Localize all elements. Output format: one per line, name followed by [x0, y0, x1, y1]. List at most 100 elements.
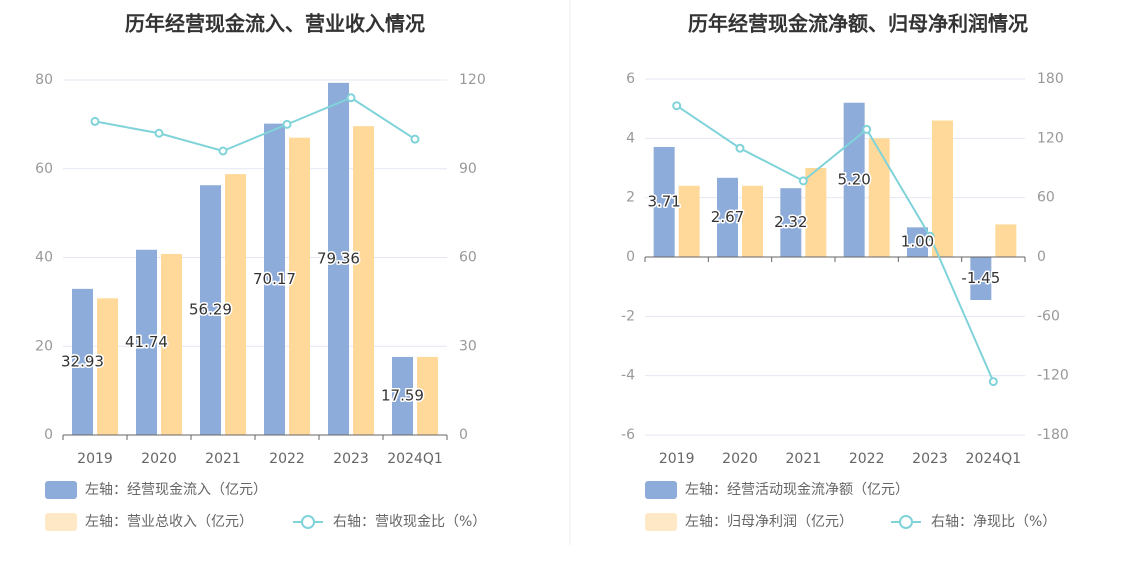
left-axis-tick-label: -6	[621, 427, 635, 443]
bar-data-label: 3.71	[647, 192, 680, 210]
legend-label: 左轴：归母净利润（亿元）	[685, 513, 853, 530]
left-axis-tick-label: 60	[35, 161, 53, 177]
legend-line-marker	[899, 515, 913, 529]
bar-cash-inflow	[392, 356, 413, 435]
bar-net-profit	[868, 138, 890, 257]
right-axis-tick-label: 0	[1037, 249, 1046, 265]
bar-data-label: 1.00	[901, 233, 934, 251]
right-axis-tick-label: 120	[459, 72, 486, 88]
bar-revenue	[225, 174, 246, 435]
right-axis-tick-label: -60	[1037, 308, 1060, 324]
x-axis-tick-label: 2022	[269, 451, 305, 467]
ratio-point	[218, 146, 228, 156]
ratio-point	[672, 101, 682, 111]
x-axis-tick-label: 2019	[659, 451, 695, 467]
legend-bar-swatch	[645, 513, 677, 531]
ratio-point	[925, 231, 935, 241]
left-axis-tick-label: 0	[626, 249, 635, 265]
right-axis-tick-label: 60	[1037, 190, 1055, 206]
bar-revenue	[161, 253, 182, 435]
bar-revenue	[97, 298, 118, 435]
left-axis-tick-label: 40	[35, 250, 53, 266]
chart-title: 历年经营现金流净额、归母净利润情况	[688, 12, 1028, 36]
left-axis-tick-label: 2	[626, 190, 635, 206]
right-axis-tick-label: -180	[1037, 427, 1069, 443]
ratio-point	[154, 128, 164, 138]
legend-bar-swatch	[45, 513, 77, 531]
ratio-point	[735, 143, 745, 153]
legend-label: 左轴：营业总收入（亿元）	[85, 514, 253, 530]
left-axis-tick-label: 4	[626, 130, 635, 146]
bar-data-label: 79.36	[317, 249, 360, 267]
bar-data-label: 32.93	[61, 352, 104, 370]
bar-data-label: -1.45	[961, 269, 1000, 287]
legend-bar-swatch	[45, 481, 77, 499]
bar-revenue	[353, 126, 374, 436]
bar-data-label: 17.59	[381, 386, 424, 404]
bar-net-profit	[805, 168, 827, 257]
chart-panel-1: 历年经营现金流入、营业收入情况 0 0 20 30 40 60 60 90 80 120 2019 20…	[35, 12, 486, 531]
x-axis-tick-label: 2021	[786, 451, 822, 467]
x-axis-tick-label: 2021	[205, 451, 241, 467]
left-axis-tick-label: 0	[44, 427, 53, 443]
right-axis-tick-label: 60	[459, 250, 477, 266]
x-axis-tick-label: 2023	[912, 451, 948, 467]
bar-net-cash-flow	[653, 146, 675, 257]
right-axis-tick-label: 180	[1037, 71, 1064, 87]
legend-bar-swatch	[645, 481, 677, 499]
ratio-line	[676, 104, 995, 382]
legend-label: 右轴：净现比（%）	[931, 514, 1056, 530]
bar-cash-inflow	[328, 82, 349, 435]
bar-cash-inflow	[200, 185, 221, 435]
bar-net-cash-flow	[907, 227, 928, 257]
bar-revenue	[417, 356, 438, 435]
legend-label: 左轴：经营现金流入（亿元）	[85, 482, 267, 498]
bar-net-profit	[742, 185, 763, 257]
ratio-point	[346, 93, 356, 103]
legend-label: 右轴：营收现金比（%）	[333, 514, 486, 530]
x-axis-tick-label: 2022	[849, 451, 885, 467]
bar-data-label: 5.20	[837, 170, 870, 188]
bar-data-label: 41.74	[125, 333, 168, 351]
bar-net-profit	[678, 185, 700, 257]
x-axis-tick-label: 2024Q1	[966, 451, 1022, 467]
ratio-line	[94, 96, 416, 153]
right-axis-tick-label: 0	[459, 427, 468, 443]
bar-cash-inflow	[264, 123, 285, 435]
left-axis-tick-label: 6	[626, 71, 635, 87]
ratio-point	[410, 134, 420, 144]
bar-data-label: 70.17	[253, 270, 296, 288]
bar-net-cash-flow	[780, 188, 802, 257]
ratio-point	[798, 176, 808, 186]
chart-title: 历年经营现金流入、营业收入情况	[125, 12, 425, 36]
bar-net-cash-flow	[970, 257, 992, 301]
left-axis-tick-label: -2	[621, 308, 635, 324]
ratio-point	[90, 116, 100, 126]
bar-net-cash-flow	[843, 102, 865, 257]
ratio-point	[988, 377, 998, 387]
bar-data-label: 2.32	[774, 213, 807, 231]
right-axis-tick-label: 90	[459, 161, 477, 177]
right-axis-tick-label: 120	[1037, 130, 1064, 146]
left-axis-tick-label: 20	[35, 338, 53, 354]
left-axis-tick-label: 80	[35, 72, 53, 88]
chart-panel-2: 历年经营现金流净额、归母净利润情况 -6 -180 -4 -120 -2 -60 0 0 2 60 4…	[621, 12, 1069, 531]
x-axis-tick-label: 2024Q1	[387, 451, 443, 467]
bar-revenue	[289, 137, 310, 435]
bar-cash-inflow	[72, 288, 93, 435]
ratio-point	[862, 124, 872, 134]
x-axis-tick-label: 2020	[141, 451, 177, 467]
right-axis-tick-label: -120	[1037, 368, 1069, 384]
x-axis-tick-label: 2020	[722, 451, 758, 467]
bar-cash-inflow	[136, 249, 157, 435]
bar-net-cash-flow	[717, 177, 738, 257]
legend-label: 左轴：经营活动现金流净额（亿元）	[685, 482, 909, 498]
left-axis-tick-label: -4	[621, 368, 635, 384]
bar-data-label: 56.29	[189, 301, 232, 319]
legend-line-marker	[301, 515, 315, 529]
bar-net-profit	[932, 120, 953, 258]
ratio-point	[282, 119, 292, 129]
x-axis-tick-label: 2023	[333, 451, 369, 467]
x-axis-tick-label: 2019	[77, 451, 113, 467]
bar-net-profit	[995, 224, 1017, 257]
